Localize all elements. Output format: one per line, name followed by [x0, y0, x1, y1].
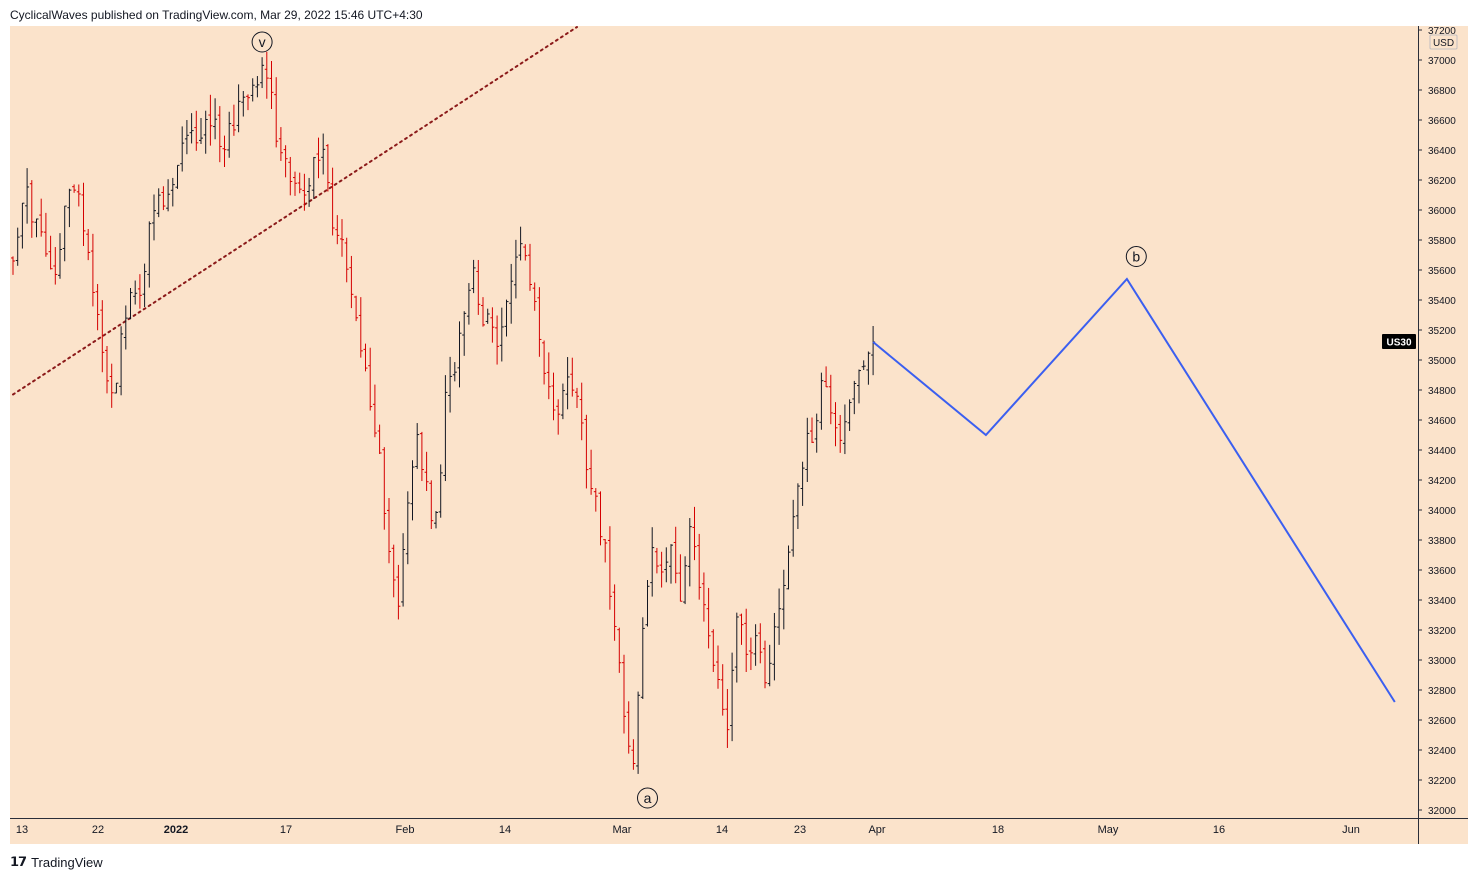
x-tick-label: 14 [499, 824, 511, 836]
x-tick-label: May [1098, 824, 1119, 836]
y-tick-label: 32000 [1428, 806, 1456, 817]
currency-label: USD [1433, 38, 1454, 49]
projection-line [872, 277, 1396, 703]
y-tick-label: 36600 [1428, 116, 1456, 127]
y-tick-label: 35600 [1428, 266, 1456, 277]
x-tick-label: 22 [92, 824, 104, 836]
x-tick-label: Apr [868, 824, 885, 836]
y-tick-label: 34400 [1428, 446, 1456, 457]
candlestick-series [11, 51, 876, 774]
y-tick-label: 34200 [1428, 476, 1456, 487]
currency-badge: USD [1429, 34, 1458, 50]
y-tick-label: 32800 [1428, 686, 1456, 697]
price-chart[interactable]: 32000 32200 32400 32600 32800 33000 33200 33400… [0, 0, 1478, 846]
wave-label-text: v [259, 34, 266, 50]
wave-label-b: b [1125, 246, 1147, 267]
brand-label: TradingView [31, 854, 103, 870]
wave-label-circle [1125, 246, 1147, 267]
publisher-info: CyclicalWaves published on TradingView.c… [10, 8, 423, 22]
y-tick-label: 32200 [1428, 776, 1456, 787]
wave-projection [872, 277, 1396, 703]
y-tick-label: 32400 [1428, 746, 1456, 757]
price-axis-background [1418, 26, 1468, 818]
x-tick-label: 13 [16, 824, 28, 836]
time-axis-background [10, 818, 1468, 844]
y-tick-label: 37200 [1428, 26, 1456, 37]
x-tick-label: 17 [280, 824, 292, 836]
y-tick-label: 33600 [1428, 566, 1456, 577]
x-tick-label: 18 [992, 824, 1004, 836]
x-tick-label: 2022 [164, 824, 188, 836]
wave-label-circle [251, 31, 273, 53]
y-tick-label: 36800 [1428, 86, 1456, 97]
chart-background [10, 26, 1418, 818]
y-tick-label: 35000 [1428, 356, 1456, 367]
y-tick-label: 33800 [1428, 536, 1456, 547]
y-tick-label: 35200 [1428, 326, 1456, 337]
x-tick-label: 16 [1213, 824, 1225, 836]
dotted-trendline [12, 26, 578, 396]
y-tick-label: 34600 [1428, 416, 1456, 427]
tradingview-logo-icon: 𝟭𝟳 [10, 854, 27, 869]
wave-label-text: a [644, 790, 652, 806]
trendline-path [12, 26, 578, 396]
y-tick-label: 34000 [1428, 506, 1456, 517]
x-tick-label: Mar [613, 824, 632, 836]
y-tick-label: 33200 [1428, 626, 1456, 637]
x-tick-label: 14 [716, 824, 728, 836]
symbol-badge: US30 [1382, 334, 1416, 349]
y-tick-label: 35400 [1428, 296, 1456, 307]
y-tick-label: 36000 [1428, 206, 1456, 217]
wave-label-a: a [637, 787, 658, 809]
wave-label-text: b [1132, 249, 1140, 265]
time-axis[interactable]: 13 22 2022 17 Feb 14 Mar 14 23 Apr 18 May 16 Jun [16, 824, 1360, 836]
footer-brand[interactable]: 𝟭𝟳 TradingView [10, 854, 103, 870]
y-tick-label: 33400 [1428, 596, 1456, 607]
wave-label-v: v [251, 31, 273, 53]
x-tick-label: 23 [794, 824, 806, 836]
y-tick-label: 34800 [1428, 386, 1456, 397]
y-tick-label: 33000 [1428, 656, 1456, 667]
y-tick-label: 36400 [1428, 146, 1456, 157]
y-tick-label: 35800 [1428, 236, 1456, 247]
price-axis[interactable]: 32000 32200 32400 32600 32800 33000 33200 33400… [1418, 26, 1456, 817]
x-tick-label: Jun [1342, 824, 1360, 836]
wave-labels: v a b [251, 31, 1147, 809]
x-tick-label: Feb [396, 824, 415, 836]
symbol-label: US30 [1386, 338, 1411, 349]
y-tick-label: 37000 [1428, 56, 1456, 67]
y-tick-label: 36200 [1428, 176, 1456, 187]
y-tick-label: 32600 [1428, 716, 1456, 727]
wave-label-circle [637, 787, 658, 809]
